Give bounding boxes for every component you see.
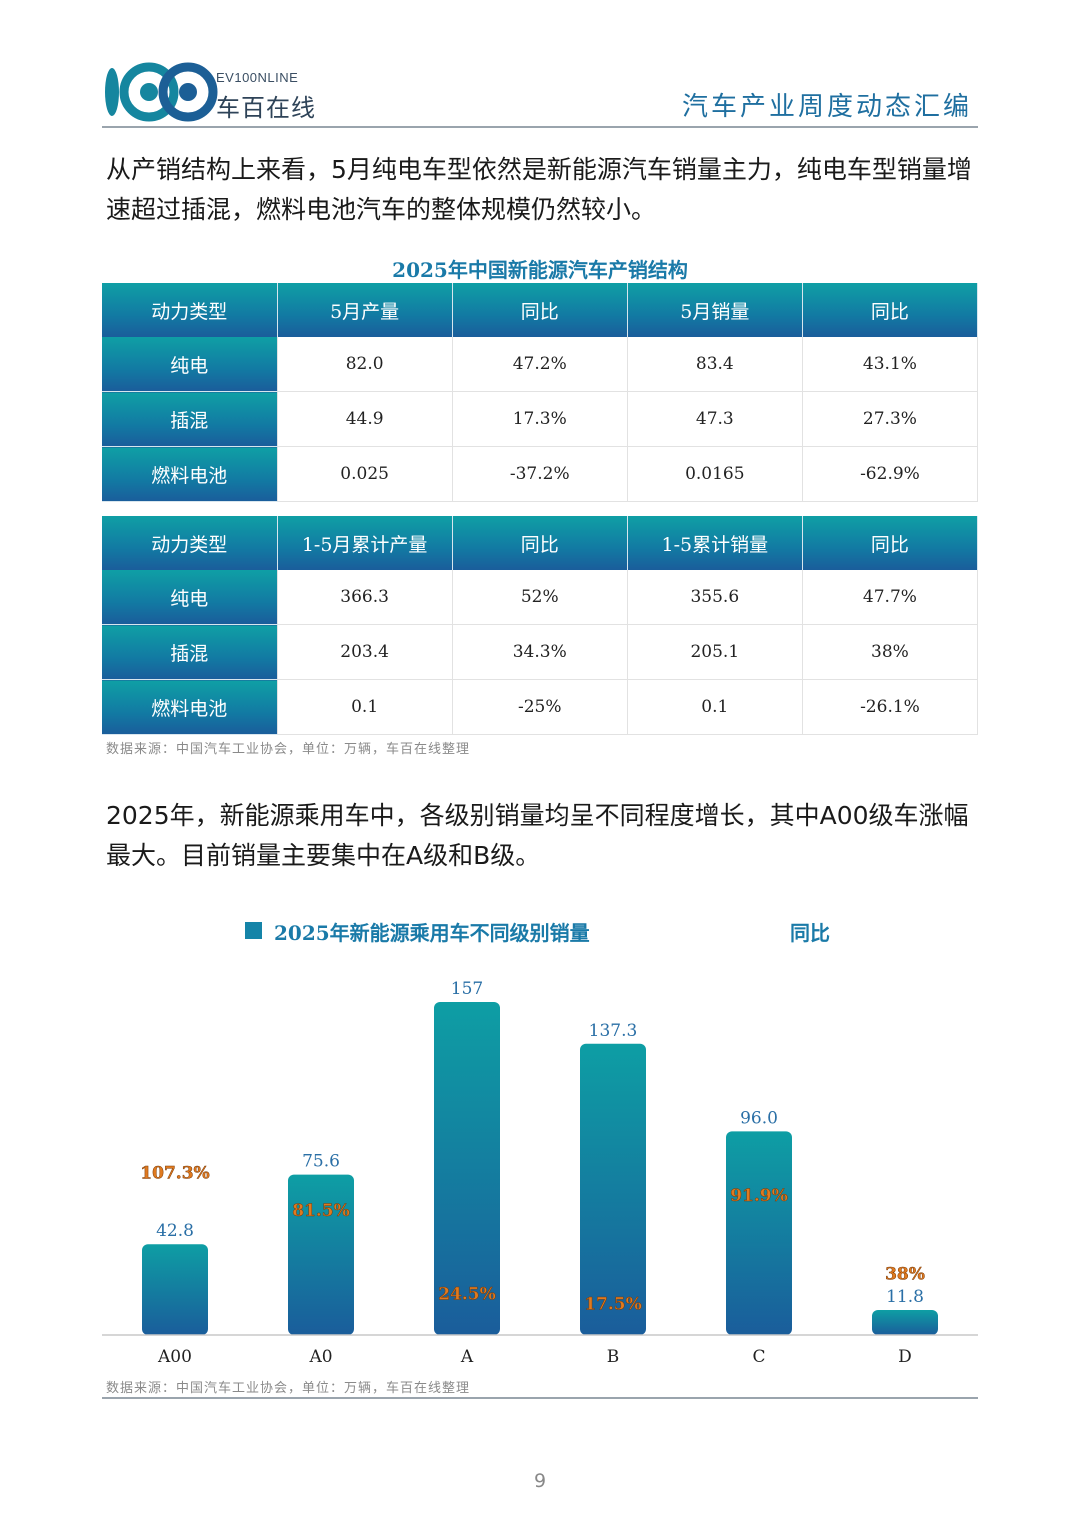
table-cell: 44.9 <box>277 391 453 447</box>
bar-value-label: 157 <box>451 979 483 999</box>
table-row: 燃料电池 0.025 -37.2% 0.0165 -62.9% <box>102 446 979 502</box>
table-row: 插混 203.4 34.3% 205.1 38% <box>102 624 979 680</box>
yoy-label: 17.5% <box>584 1294 642 1314</box>
table-header-cell: 1-5月累计产量 <box>277 516 453 570</box>
table-cell: -26.1% <box>802 679 979 735</box>
bar-c <box>726 1131 792 1335</box>
table-cell: 47.7% <box>802 570 979 625</box>
header-title: 汽车产业周度动态汇编 <box>681 92 972 122</box>
bar-a <box>434 1001 500 1335</box>
row-label: 纯电 <box>102 337 278 392</box>
yoy-label: 107.3% <box>140 1164 209 1184</box>
row-label: 燃料电池 <box>102 446 278 502</box>
bar-value-label: 75.6 <box>302 1152 340 1172</box>
bar-a0 <box>288 1174 354 1335</box>
table-row: 燃料电池 0.1 -25% 0.1 -26.1% <box>102 679 979 735</box>
table-cell: 27.3% <box>802 391 979 447</box>
footer-divider <box>102 1397 978 1399</box>
bar-a00 <box>142 1244 208 1335</box>
x-tick-label: B <box>607 1347 620 1367</box>
table-row: 纯电 82.0 47.2% 83.4 43.1% <box>102 337 979 392</box>
yoy-label: 38% <box>885 1265 925 1285</box>
table-cell: 203.4 <box>277 624 453 680</box>
table-header-cell: 同比 <box>452 283 628 337</box>
table-header-cell: 同比 <box>802 283 979 337</box>
table-cell: 17.3% <box>452 391 628 447</box>
table-cell: 0.025 <box>277 446 453 502</box>
table-cell: 47.3 <box>627 391 803 447</box>
row-label: 燃料电池 <box>102 679 278 735</box>
table-cell: 82.0 <box>277 337 453 392</box>
bar-value-label: 11.8 <box>886 1287 924 1307</box>
bar-value-label: 96.0 <box>740 1108 778 1128</box>
table-header-cell: 1-5累计销量 <box>627 516 803 570</box>
table-header-row: 动力类型 1-5月累计产量 同比 1-5累计销量 同比 <box>102 516 979 570</box>
x-tick-label: A <box>460 1347 474 1367</box>
row-label: 纯电 <box>102 570 278 625</box>
table-header-cell: 同比 <box>452 516 628 570</box>
cumulative-structure-table: 动力类型 1-5月累计产量 同比 1-5累计销量 同比 纯电 366.3 52%… <box>102 516 979 735</box>
bar-value-label: 42.8 <box>156 1221 194 1241</box>
table-header-cell: 动力类型 <box>102 283 278 337</box>
x-tick-label: A00 <box>157 1347 192 1367</box>
table-cell: -37.2% <box>452 446 628 502</box>
table-cell: 0.0165 <box>627 446 803 502</box>
page-number: 9 <box>533 1470 547 1492</box>
table-row: 插混 44.9 17.3% 47.3 27.3% <box>102 391 979 447</box>
logo-english-text: EV100NLINE <box>216 70 299 85</box>
analysis-paragraph: 2025年，新能源乘用车中，各级别销量均呈不同程度增长，其中A00级车涨幅最大。… <box>106 801 969 870</box>
yoy-label: 81.5% <box>292 1201 350 1221</box>
yoy-label: 24.5% <box>438 1284 496 1304</box>
table-cell: 0.1 <box>277 679 453 735</box>
x-tick-label: A0 <box>308 1347 332 1367</box>
table-cell: 38% <box>802 624 979 680</box>
table-cell: 205.1 <box>627 624 803 680</box>
table-cell: 47.2% <box>452 337 628 392</box>
intro-paragraph: 从产销结构上来看，5月纯电车型依然是新能源汽车销量主力，纯电车型销量增速超过插混… <box>106 155 972 224</box>
table-header-row: 动力类型 5月产量 同比 5月销量 同比 <box>102 283 979 337</box>
table-header-cell: 同比 <box>802 516 979 570</box>
ev100-logo <box>105 62 218 122</box>
row-label: 插混 <box>102 391 278 447</box>
bar-d <box>872 1309 938 1335</box>
table-source-note: 数据来源：中国汽车工业协会，单位：万辆，车百在线整理 <box>106 742 471 757</box>
table-cell: -62.9% <box>802 446 979 502</box>
table-cell: 355.6 <box>627 570 803 625</box>
vehicle-class-sales-chart: 42.8 107.3% A00 75.6 81.5% A0 157 24.5% A 137.3 17… <box>102 979 978 1367</box>
table-cell: 83.4 <box>627 337 803 392</box>
bar-b <box>580 1043 646 1335</box>
logo-chinese-text: 车百在线 <box>216 94 316 122</box>
table-cell: 366.3 <box>277 570 453 625</box>
header-divider <box>102 126 978 128</box>
table-cell: 52% <box>452 570 628 625</box>
table-cell: 0.1 <box>627 679 803 735</box>
monthly-structure-table: 动力类型 5月产量 同比 5月销量 同比 纯电 82.0 47.2% 83.4 … <box>102 283 979 502</box>
legend-yoy-label: 同比 <box>790 921 830 945</box>
yoy-label: 91.9% <box>730 1186 788 1206</box>
legend-sales-label: 2025年新能源乘用车不同级别销量 <box>274 921 590 945</box>
table-row: 纯电 366.3 52% 355.6 47.7% <box>102 570 979 625</box>
table-cell: -25% <box>452 679 628 735</box>
bar-value-label: 137.3 <box>589 1021 638 1041</box>
table-header-cell: 动力类型 <box>102 516 278 570</box>
table-cell: 43.1% <box>802 337 979 392</box>
table-header-cell: 5月销量 <box>627 283 803 337</box>
chart-source-note: 数据来源：中国汽车工业协会，单位：万辆，车百在线整理 <box>106 1381 471 1396</box>
table-header-cell: 5月产量 <box>277 283 453 337</box>
table-title: 2025年中国新能源汽车产销结构 <box>392 258 688 282</box>
x-tick-label: D <box>898 1347 912 1367</box>
legend-swatch <box>245 922 262 939</box>
table-cell: 34.3% <box>452 624 628 680</box>
row-label: 插混 <box>102 624 278 680</box>
x-tick-label: C <box>752 1347 765 1367</box>
